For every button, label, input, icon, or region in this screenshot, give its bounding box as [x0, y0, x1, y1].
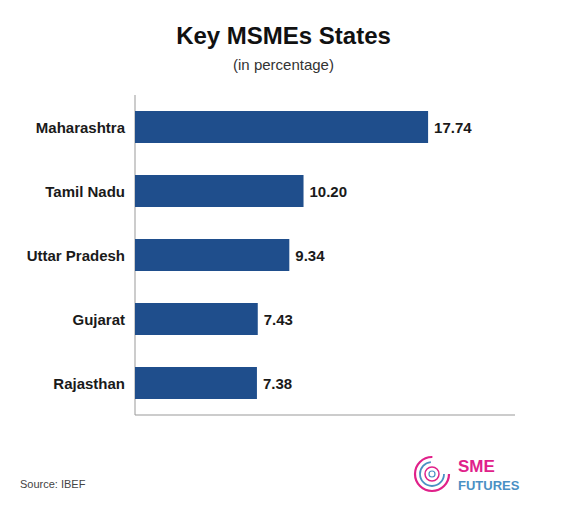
category-label: Tamil Nadu	[45, 183, 125, 200]
value-label: 7.38	[263, 375, 292, 392]
logo-icon	[429, 471, 435, 477]
value-label: 9.34	[295, 247, 325, 264]
labels: Maharashtra 17.74 Tamil Nadu 10.20 Uttar Pra…	[27, 119, 473, 392]
x-axis-line	[135, 415, 515, 416]
category-label: Maharashtra	[36, 119, 126, 136]
value-label: 17.74	[434, 119, 472, 136]
title: Key MSMEs States	[176, 22, 391, 49]
category-label: Rajasthan	[53, 375, 125, 392]
bar	[135, 367, 257, 399]
chart-container: Key MSMEs States (in percentage) Maharasht…	[0, 0, 567, 507]
source-note: Source: IBEF	[20, 478, 86, 490]
subtitle: (in percentage)	[233, 56, 334, 73]
logo-icon	[420, 462, 444, 486]
logo: SME FUTURES	[415, 457, 520, 493]
bar	[135, 111, 428, 143]
value-label: 7.43	[264, 311, 293, 328]
logo-icon	[425, 467, 439, 481]
chart: Key MSMEs States (in percentage) Maharasht…	[0, 0, 567, 507]
category-label: Uttar Pradesh	[27, 247, 125, 264]
value-label: 10.20	[310, 183, 348, 200]
logo-icon	[415, 457, 449, 491]
logo-text: FUTURES	[458, 478, 520, 493]
bar	[135, 175, 304, 207]
category-label: Gujarat	[72, 311, 125, 328]
bar	[135, 303, 258, 335]
logo-text: SME	[458, 457, 495, 476]
bar	[135, 239, 289, 271]
bars	[135, 111, 428, 399]
